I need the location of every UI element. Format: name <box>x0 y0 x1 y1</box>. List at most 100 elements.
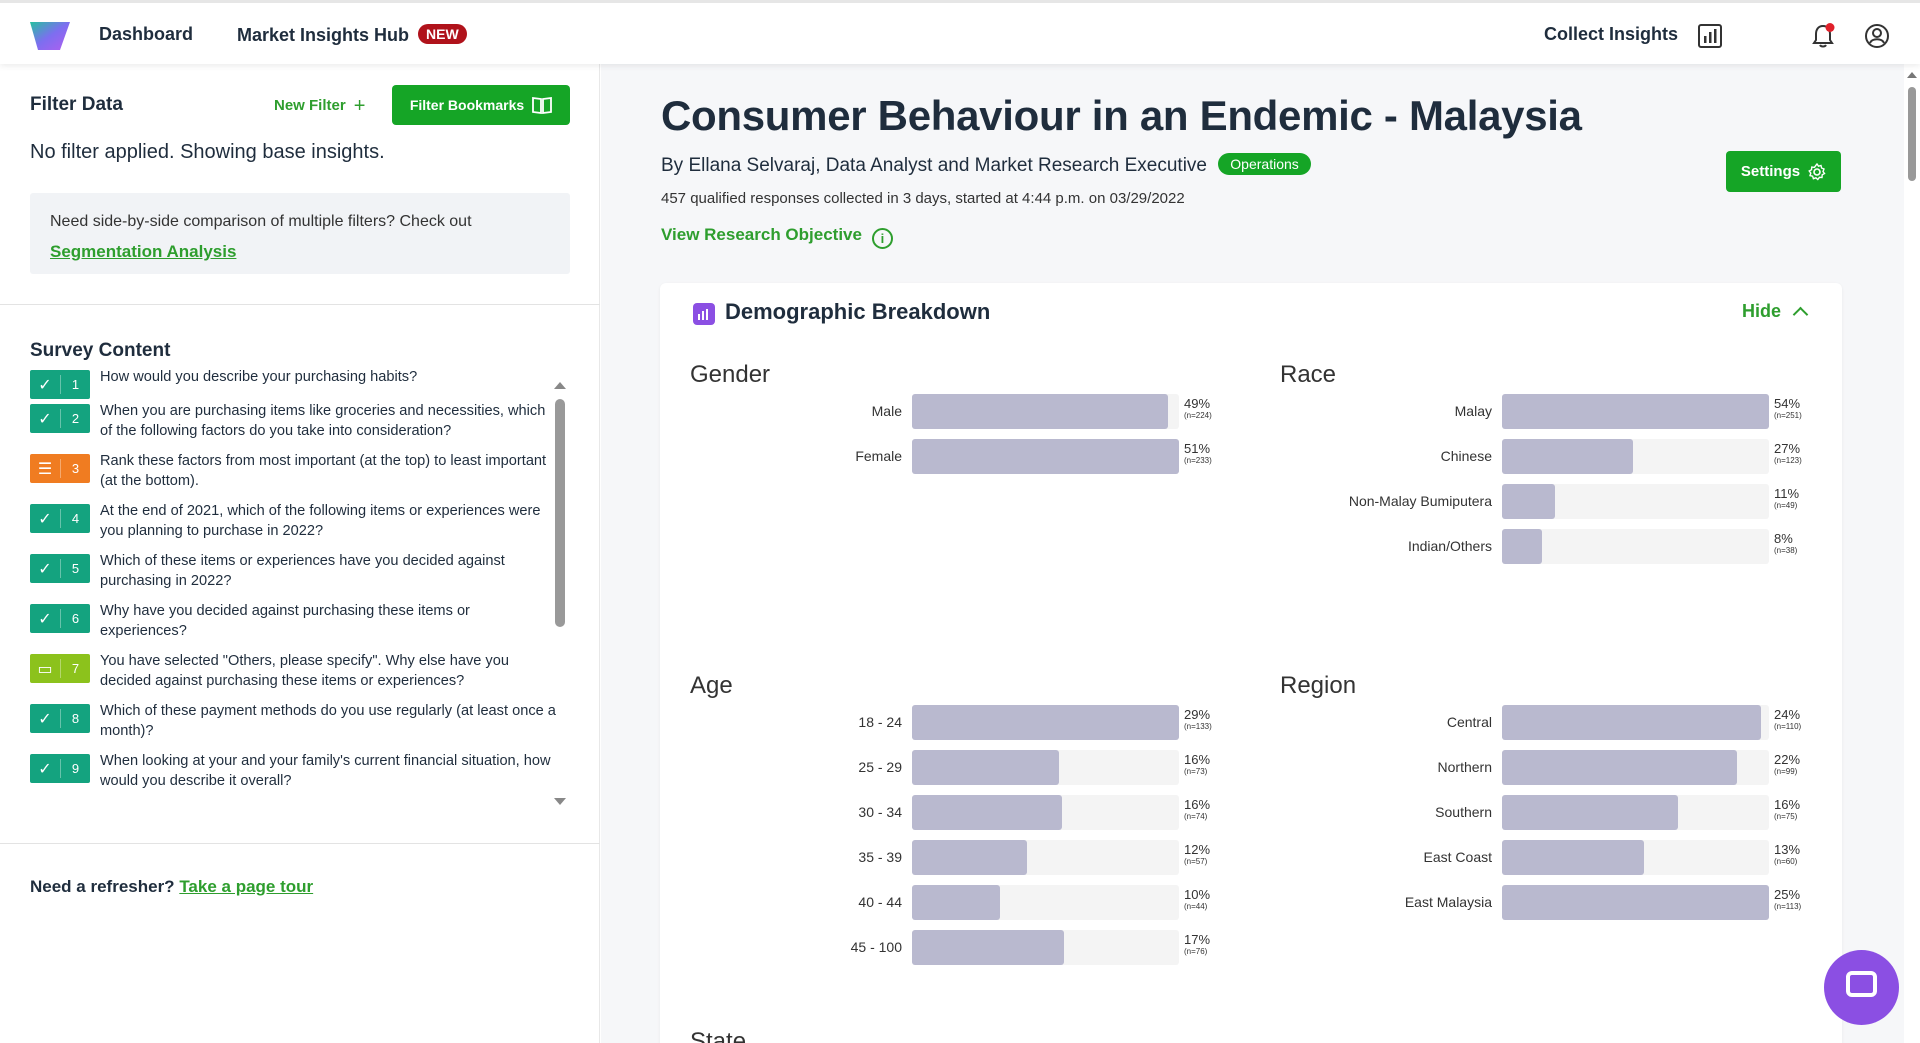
age-bar-count: (n=133) <box>1184 722 1212 731</box>
department-tag: Operations <box>1218 153 1311 175</box>
race-bar-track[interactable] <box>1502 529 1769 564</box>
question-number: 6 <box>60 609 90 628</box>
age-bar-label: 30 - 34 <box>858 804 902 820</box>
race-bar <box>1502 394 1769 429</box>
race-bar-track[interactable] <box>1502 439 1769 474</box>
info-icon: i <box>871 228 893 249</box>
age-bar-percent: 16% <box>1184 752 1211 767</box>
question-text[interactable]: Rank these factors from most important (… <box>100 453 547 489</box>
brand-logo[interactable] <box>30 22 74 50</box>
no-filter-text: No filter applied. Showing base insights… <box>30 141 385 163</box>
nav-dashboard[interactable]: Dashboard <box>99 24 194 44</box>
race-bar-track[interactable] <box>1502 394 1769 429</box>
region-bar-count: (n=75) <box>1774 812 1798 821</box>
nav-market-insights-hub[interactable]: Market Insights Hub NEW <box>237 24 467 46</box>
race-bar-percent: 54% <box>1774 396 1801 411</box>
state-panel-title: State <box>690 1028 747 1043</box>
region-bar <box>1502 885 1769 920</box>
region-bar-label: Northern <box>1437 759 1492 775</box>
list-scroll-down-arrow[interactable] <box>554 798 566 805</box>
question-text[interactable]: Which of these payment methods do you us… <box>100 703 556 739</box>
region-bar-track[interactable] <box>1502 750 1769 785</box>
gender-bar-count: (n=233) <box>1184 456 1212 465</box>
age-bar <box>912 885 1000 920</box>
question-type-badge: ✓ 5 <box>30 554 90 583</box>
list-scrollbar-thumb[interactable] <box>555 399 565 627</box>
race-bar <box>1502 529 1542 564</box>
race-bar-count: (n=123) <box>1774 456 1802 465</box>
question-number: 9 <box>60 759 90 778</box>
region-bar-track[interactable] <box>1502 840 1769 875</box>
gender-bar-label: Male <box>871 403 902 419</box>
region-bar-label: Southern <box>1435 804 1492 820</box>
region-bar-track[interactable] <box>1502 795 1769 830</box>
report-chart-icon[interactable] <box>1697 23 1723 49</box>
question-text[interactable]: How would you describe your purchasing h… <box>100 370 418 385</box>
question-text[interactable]: When looking at your and your family's c… <box>100 753 551 789</box>
age-bar-label: 18 - 24 <box>858 714 902 730</box>
region-bar-percent: 24% <box>1774 707 1801 722</box>
notification-bell-icon[interactable] <box>1810 23 1836 49</box>
checkmark-icon: ✓ <box>38 710 52 728</box>
region-bar-percent: 16% <box>1774 797 1801 812</box>
gender-chart-title: Gender <box>690 361 771 388</box>
gender-bar-track[interactable] <box>912 439 1179 474</box>
question-text[interactable]: You have selected "Others, please specif… <box>100 653 509 689</box>
view-research-objective-label: View Research Objective <box>661 225 862 244</box>
race-bar-track[interactable] <box>1502 484 1769 519</box>
question-text[interactable]: At the end of 2021, which of the followi… <box>100 503 541 539</box>
gender-bar-percent: 51% <box>1184 441 1211 456</box>
question-type-badge: ✓ 9 <box>30 754 90 783</box>
age-bar-track[interactable] <box>912 840 1179 875</box>
settings-label: Settings <box>1740 163 1801 180</box>
question-text[interactable]: Which of these items or experiences have… <box>100 553 505 589</box>
race-bar <box>1502 484 1555 519</box>
segmentation-tip-box: Need side-by-side comparison of multiple… <box>30 193 570 274</box>
age-chart-title: Age <box>690 672 733 699</box>
gender-bar <box>912 394 1168 429</box>
nav-market-insights-hub-label: Market Insights Hub <box>237 25 410 45</box>
age-bar-label: 35 - 39 <box>858 849 902 865</box>
page-scrollbar[interactable] <box>1904 64 1920 1043</box>
gender-bar-percent: 49% <box>1184 396 1211 411</box>
filter-bookmarks-button[interactable]: Filter Bookmarks <box>392 85 570 125</box>
user-account-icon[interactable] <box>1864 23 1890 49</box>
age-bar-count: (n=73) <box>1184 767 1208 776</box>
nav-collect-insights[interactable]: Collect Insights <box>1543 24 1678 44</box>
question-text[interactable]: Why have you decided against purchasing … <box>100 603 470 639</box>
region-bar-track[interactable] <box>1502 885 1769 920</box>
page-tour-link[interactable]: Take a page tour <box>179 877 314 896</box>
hide-toggle-button[interactable]: Hide <box>1742 301 1809 323</box>
main-content: Consumer Behaviour in an Endemic - Malay… <box>601 64 1904 1043</box>
segmentation-analysis-link[interactable]: Segmentation Analysis <box>50 242 237 261</box>
question-text[interactable]: When you are purchasing items like groce… <box>100 403 546 439</box>
age-bar-track[interactable] <box>912 705 1179 740</box>
age-bar-track[interactable] <box>912 885 1179 920</box>
region-bar-percent: 22% <box>1774 752 1801 767</box>
age-bar-track[interactable] <box>912 795 1179 830</box>
age-bar-track[interactable] <box>912 930 1179 965</box>
region-chart-title: Region <box>1280 672 1357 699</box>
region-bar <box>1502 840 1644 875</box>
page-scroll-up-arrow[interactable] <box>1907 72 1917 78</box>
age-bar-label: 45 - 100 <box>850 939 902 955</box>
chat-bubble-icon <box>1846 971 1877 997</box>
gender-bar-track[interactable] <box>912 394 1179 429</box>
list-scroll-up-arrow[interactable] <box>554 382 566 389</box>
region-bar-count: (n=99) <box>1774 767 1798 776</box>
question-type-badge: ✓ 8 <box>30 704 90 733</box>
settings-button[interactable]: Settings <box>1726 151 1841 192</box>
question-number: 7 <box>60 659 90 678</box>
region-bar-track[interactable] <box>1502 705 1769 740</box>
race-bar-count: (n=49) <box>1774 501 1798 510</box>
refresher-text: Need a refresher? <box>30 877 175 896</box>
region-bar <box>1502 795 1678 830</box>
new-filter-button[interactable]: New Filter + <box>274 95 365 118</box>
age-bar-percent: 12% <box>1184 842 1211 857</box>
question-number: 3 <box>60 459 90 478</box>
page-scrollbar-thumb[interactable] <box>1908 87 1916 181</box>
view-research-objective-link[interactable]: View Research Objective i <box>661 225 893 249</box>
age-bar-track[interactable] <box>912 750 1179 785</box>
chat-support-button[interactable] <box>1824 950 1899 1025</box>
question-list[interactable]: ✓ 1 How would you describe your purchasing… <box>30 370 560 806</box>
